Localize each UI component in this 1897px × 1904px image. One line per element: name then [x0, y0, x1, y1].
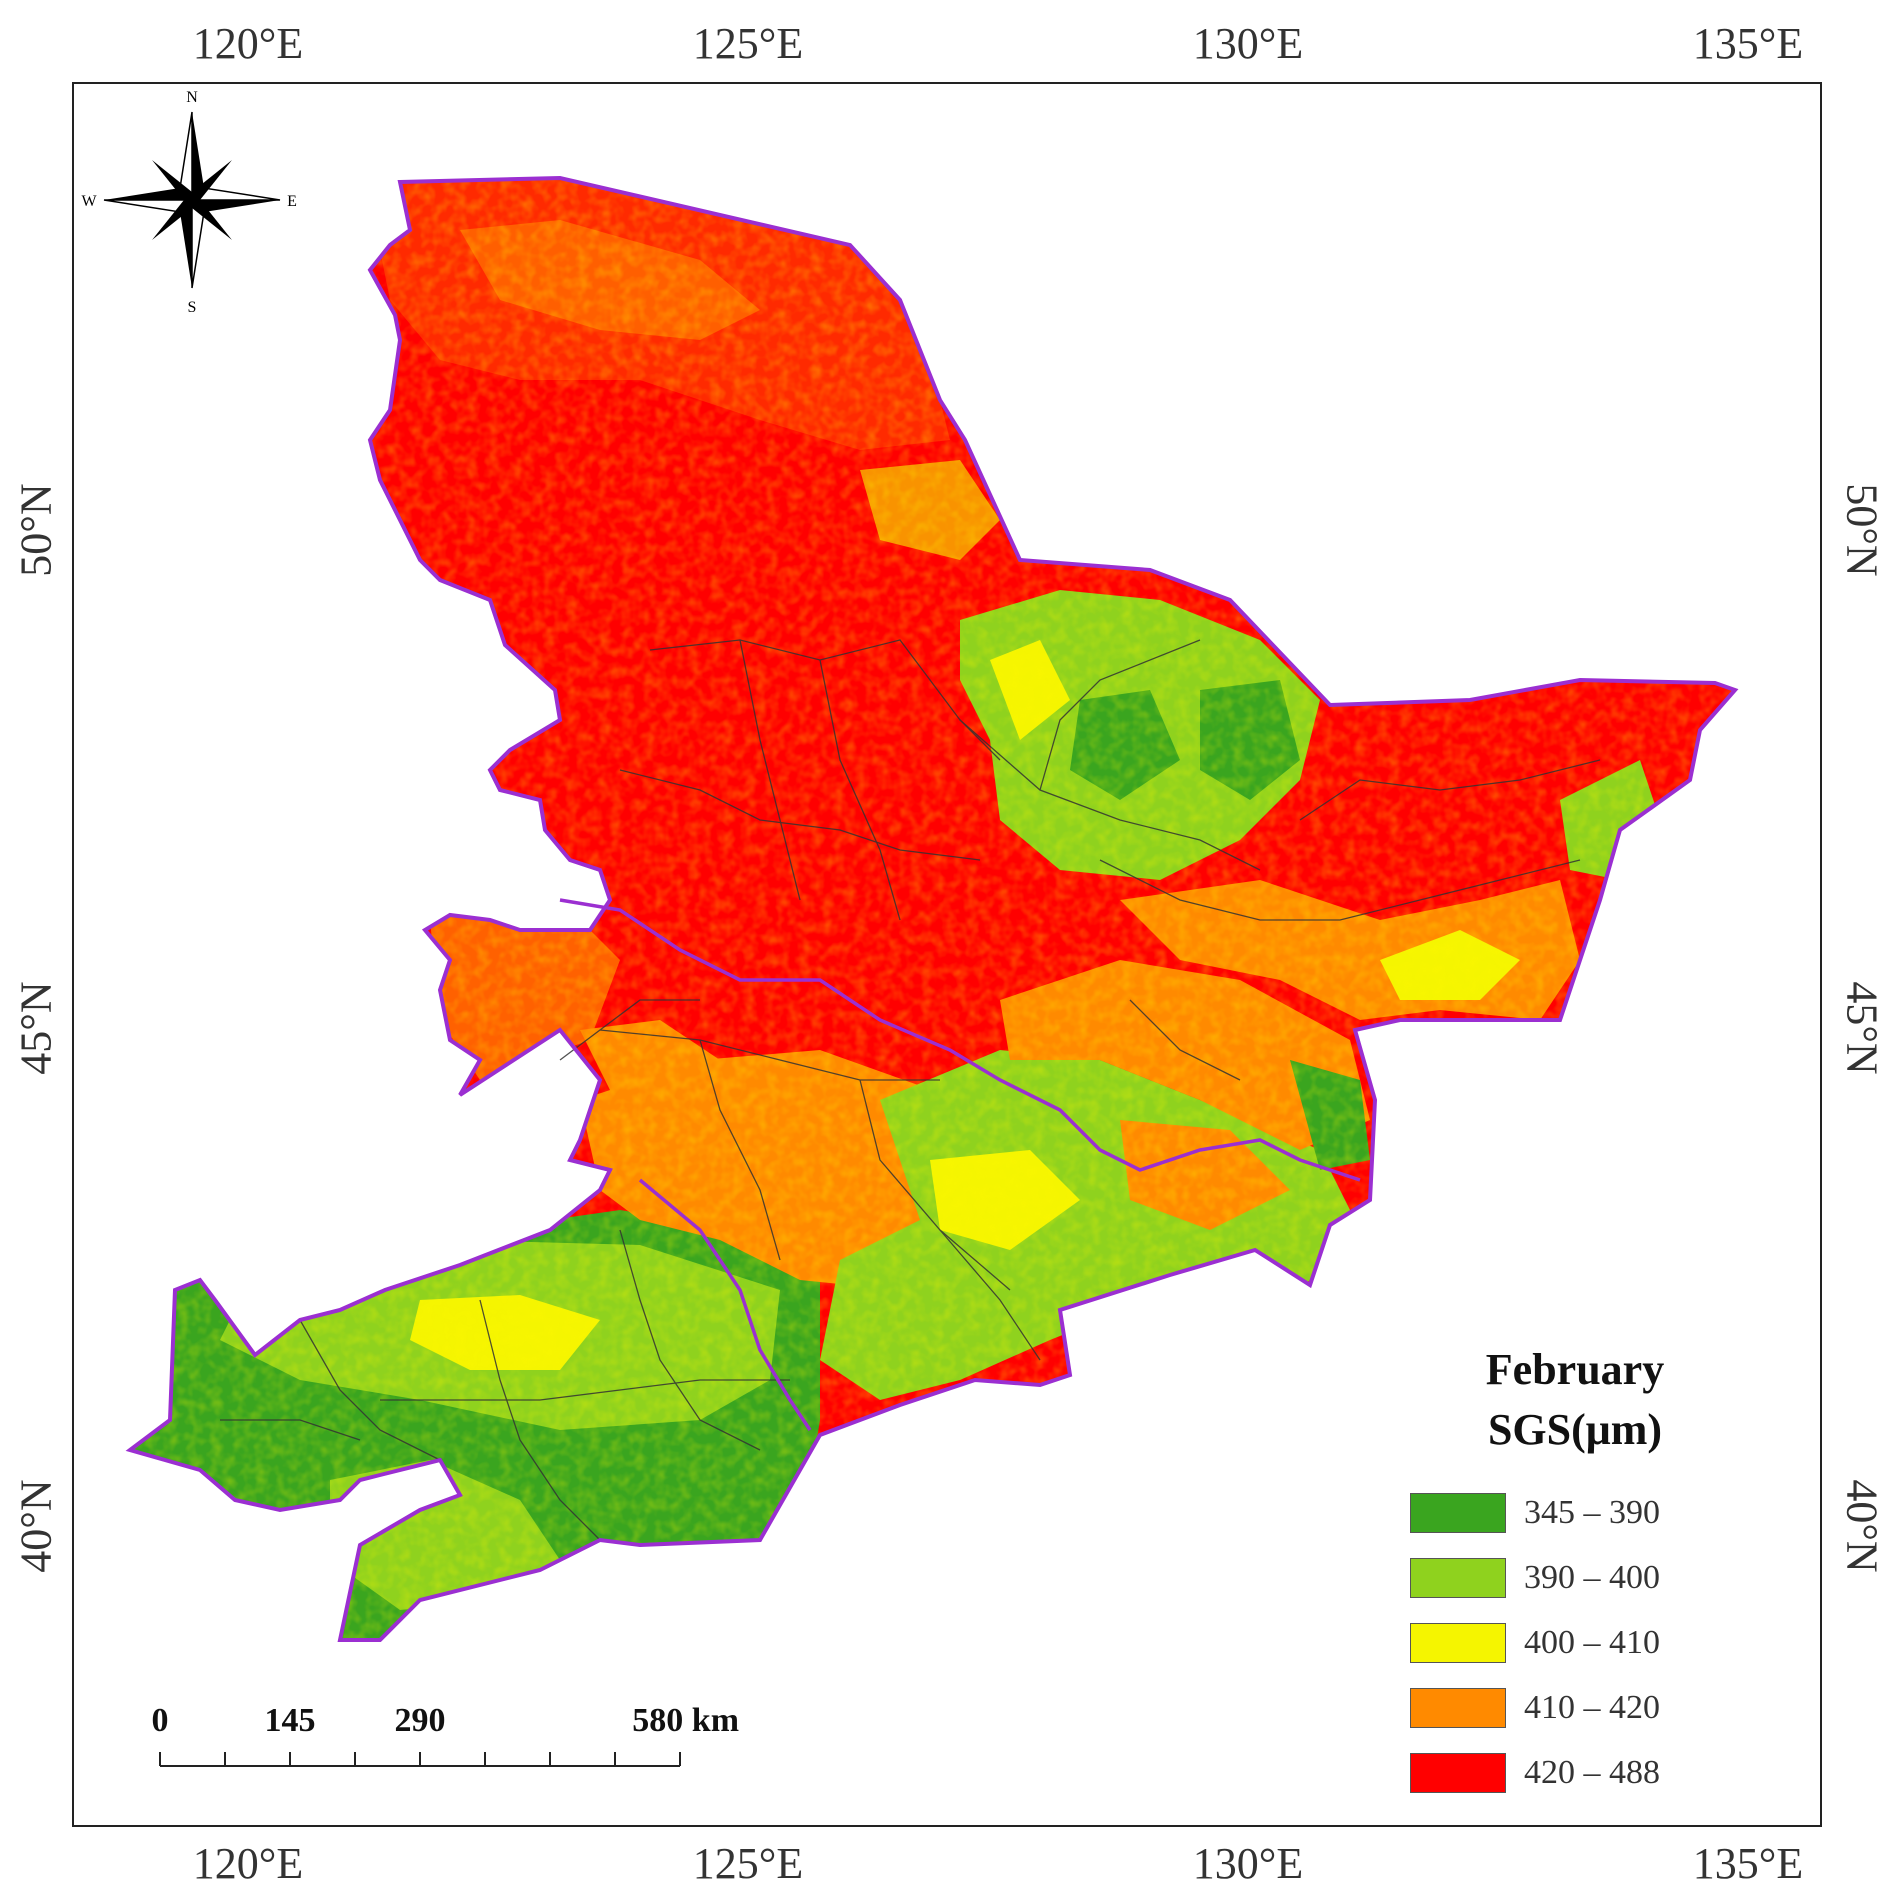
legend-label: 345 – 390	[1524, 1493, 1660, 1531]
compass-west-label: W	[81, 193, 97, 210]
compass-east-label: E	[287, 193, 297, 210]
lon-label-bottom-120: 120°E	[192, 1839, 304, 1888]
scale-bar: 0 145 290 580 km	[150, 1702, 739, 1772]
scale-bar-label: 145	[264, 1702, 316, 1739]
legend-swatch	[1410, 1687, 1506, 1728]
legend-label: 420 – 488	[1524, 1753, 1660, 1791]
compass-rose-icon: N S E W	[81, 89, 296, 316]
legend-label: 410 – 420	[1524, 1688, 1660, 1726]
legend-swatch	[1410, 1622, 1506, 1663]
legend-item: 400 – 410	[1410, 1610, 1770, 1675]
compass-south-label: S	[188, 299, 197, 316]
province-boundaries	[559, 898, 1361, 1431]
county-boundaries	[220, 639, 1601, 1541]
scale-bar-label: 580 km	[632, 1702, 740, 1739]
legend-item: 420 – 488	[1410, 1740, 1770, 1805]
compass-north-label: N	[186, 89, 198, 106]
lon-label-top-120: 120°E	[192, 19, 304, 68]
legend-swatch	[1410, 1492, 1506, 1533]
legend-swatch	[1410, 1557, 1506, 1598]
scale-bar-label: 290	[394, 1702, 446, 1739]
lon-label-bottom-130: 130°E	[1192, 1839, 1304, 1888]
legend-title-month: February	[1485, 1345, 1665, 1394]
scale-bar-line	[159, 1752, 681, 1767]
legend-swatch	[1410, 1752, 1506, 1793]
legend-item: 410 – 420	[1410, 1675, 1770, 1740]
map-frame	[72, 82, 1822, 1827]
legend-title-variable: SGS(μm)	[1487, 1405, 1663, 1454]
lon-label-top-135: 135°E	[1692, 19, 1804, 68]
legend-item: 345 – 390	[1410, 1480, 1770, 1545]
lon-label-bottom-135: 135°E	[1692, 1839, 1804, 1888]
region-outline	[125, 175, 1739, 1642]
lon-label-bottom-125: 125°E	[692, 1839, 804, 1888]
legend: February SGS(μm) 345 – 390 390 – 400 400 –…	[1410, 1340, 1770, 1805]
legend-label: 400 – 410	[1524, 1623, 1660, 1661]
legend-item: 390 – 400	[1410, 1545, 1770, 1610]
legend-items: 345 – 390 390 – 400 400 – 410 410 – 420 420 …	[1410, 1480, 1770, 1805]
legend-label: 390 – 400	[1524, 1558, 1660, 1596]
scale-bar-label: 0	[151, 1702, 169, 1739]
lon-label-top-125: 125°E	[692, 19, 804, 68]
lon-label-top-130: 130°E	[1192, 19, 1304, 68]
